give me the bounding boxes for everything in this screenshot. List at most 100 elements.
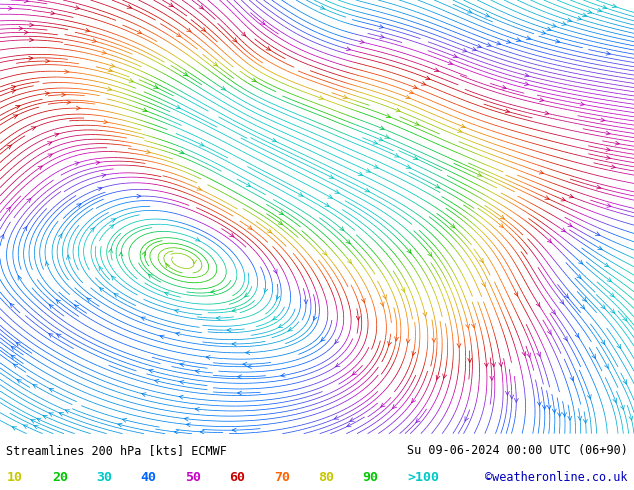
Text: 50: 50 (185, 471, 201, 484)
FancyArrowPatch shape (155, 379, 159, 383)
FancyArrowPatch shape (465, 416, 469, 421)
FancyArrowPatch shape (112, 276, 115, 280)
FancyArrowPatch shape (142, 393, 146, 396)
FancyArrowPatch shape (273, 316, 277, 320)
FancyArrowPatch shape (169, 3, 173, 7)
FancyArrowPatch shape (75, 162, 79, 166)
FancyArrowPatch shape (448, 61, 453, 65)
FancyArrowPatch shape (11, 346, 16, 350)
FancyArrowPatch shape (623, 380, 626, 384)
FancyArrowPatch shape (411, 398, 416, 403)
FancyArrowPatch shape (57, 334, 61, 338)
FancyArrowPatch shape (102, 50, 106, 54)
FancyArrowPatch shape (561, 228, 566, 232)
FancyArrowPatch shape (613, 398, 617, 403)
FancyArrowPatch shape (49, 334, 53, 337)
FancyArrowPatch shape (466, 324, 470, 328)
FancyArrowPatch shape (227, 328, 231, 332)
FancyArrowPatch shape (623, 317, 627, 321)
FancyArrowPatch shape (499, 362, 503, 367)
FancyArrowPatch shape (575, 333, 579, 338)
FancyArrowPatch shape (428, 252, 432, 256)
FancyArrowPatch shape (588, 10, 592, 14)
FancyArrowPatch shape (142, 251, 146, 256)
FancyArrowPatch shape (394, 337, 399, 341)
FancyArrowPatch shape (67, 255, 70, 259)
FancyArrowPatch shape (334, 416, 339, 419)
FancyArrowPatch shape (48, 154, 52, 158)
FancyArrowPatch shape (606, 131, 610, 135)
FancyArrowPatch shape (577, 17, 581, 20)
FancyArrowPatch shape (313, 316, 317, 320)
FancyArrowPatch shape (127, 5, 131, 8)
FancyArrowPatch shape (374, 165, 378, 168)
FancyArrowPatch shape (174, 430, 179, 434)
FancyArrowPatch shape (199, 5, 204, 9)
FancyArrowPatch shape (423, 312, 427, 317)
FancyArrowPatch shape (245, 293, 249, 297)
FancyArrowPatch shape (179, 395, 183, 399)
FancyArrowPatch shape (524, 74, 529, 77)
FancyArrowPatch shape (119, 252, 123, 256)
FancyArrowPatch shape (343, 95, 347, 98)
FancyArrowPatch shape (49, 304, 53, 309)
FancyArrowPatch shape (19, 26, 23, 30)
FancyArrowPatch shape (77, 204, 81, 207)
FancyArrowPatch shape (206, 356, 210, 359)
FancyArrowPatch shape (320, 5, 325, 9)
FancyArrowPatch shape (479, 258, 483, 263)
FancyArrowPatch shape (461, 124, 465, 128)
FancyArrowPatch shape (65, 70, 68, 74)
FancyArrowPatch shape (129, 78, 133, 82)
FancyArrowPatch shape (329, 175, 333, 178)
FancyArrowPatch shape (524, 82, 529, 86)
FancyArrowPatch shape (580, 102, 585, 106)
FancyArrowPatch shape (499, 223, 503, 228)
FancyArrowPatch shape (567, 18, 571, 22)
FancyArrowPatch shape (577, 274, 581, 278)
FancyArrowPatch shape (230, 233, 234, 237)
FancyArrowPatch shape (545, 196, 549, 199)
FancyArrowPatch shape (195, 238, 200, 241)
FancyArrowPatch shape (394, 153, 399, 157)
FancyArrowPatch shape (350, 418, 354, 421)
FancyArrowPatch shape (108, 68, 112, 72)
FancyArrowPatch shape (617, 344, 621, 348)
FancyArrowPatch shape (490, 376, 494, 380)
FancyArrowPatch shape (583, 13, 586, 17)
FancyArrowPatch shape (406, 95, 410, 98)
FancyArrowPatch shape (388, 342, 392, 345)
FancyArrowPatch shape (11, 355, 15, 359)
FancyArrowPatch shape (325, 203, 329, 206)
FancyArrowPatch shape (193, 259, 197, 264)
FancyArrowPatch shape (380, 302, 384, 306)
FancyArrowPatch shape (216, 316, 220, 320)
FancyArrowPatch shape (149, 369, 153, 373)
FancyArrowPatch shape (335, 363, 340, 367)
FancyArrowPatch shape (86, 28, 89, 32)
FancyArrowPatch shape (413, 85, 417, 89)
FancyArrowPatch shape (540, 98, 544, 102)
FancyArrowPatch shape (477, 44, 481, 48)
FancyArrowPatch shape (221, 86, 225, 90)
FancyArrowPatch shape (23, 425, 28, 429)
Text: 40: 40 (141, 471, 157, 484)
FancyArrowPatch shape (416, 418, 420, 422)
FancyArrowPatch shape (564, 294, 568, 298)
FancyArrowPatch shape (211, 290, 215, 294)
FancyArrowPatch shape (463, 49, 467, 52)
FancyArrowPatch shape (505, 392, 509, 395)
FancyArrowPatch shape (545, 111, 549, 115)
FancyArrowPatch shape (487, 43, 491, 47)
FancyArrowPatch shape (272, 138, 276, 142)
FancyArrowPatch shape (233, 38, 236, 42)
FancyArrowPatch shape (153, 85, 158, 88)
FancyArrowPatch shape (7, 145, 11, 149)
FancyArrowPatch shape (45, 92, 49, 96)
FancyArrowPatch shape (110, 64, 115, 67)
FancyArrowPatch shape (401, 288, 404, 292)
FancyArrowPatch shape (248, 225, 252, 229)
FancyArrowPatch shape (592, 354, 595, 359)
FancyArrowPatch shape (485, 13, 489, 17)
FancyArrowPatch shape (582, 297, 586, 301)
